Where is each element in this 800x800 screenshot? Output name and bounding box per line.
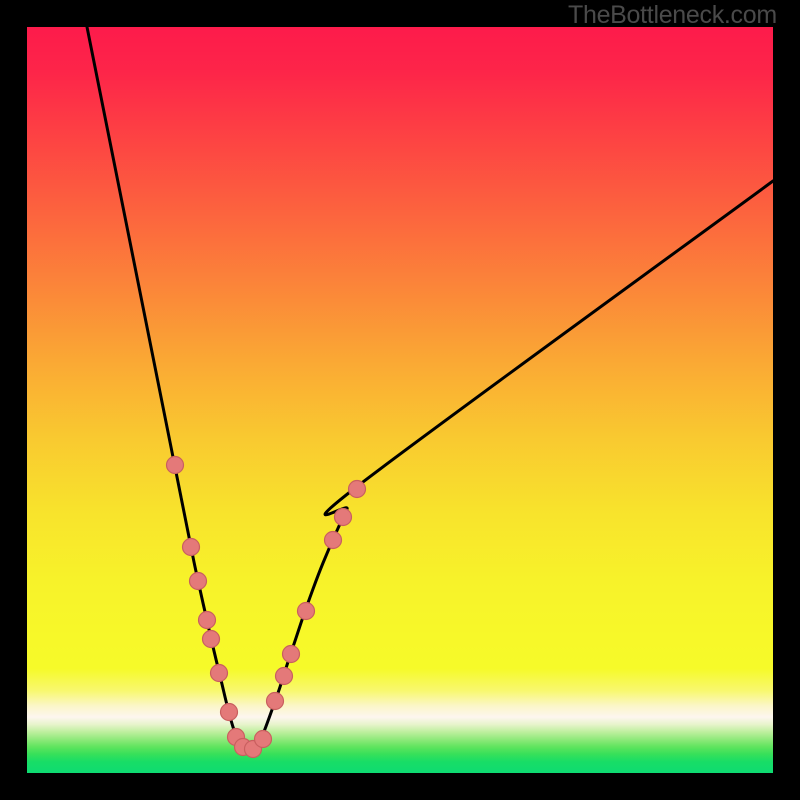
watermark-text: TheBottleneck.com [568,1,777,30]
marker-left [167,457,184,474]
marker-right [349,481,366,498]
chart-frame: TheBottleneck.com [0,0,800,800]
marker-left [203,631,220,648]
marker-right [283,646,300,663]
marker-right [298,603,315,620]
marker-right [276,668,293,685]
marker-left [221,704,238,721]
marker-bottom [255,731,272,748]
marker-left [199,612,216,629]
marker-left [211,665,228,682]
marker-right [325,532,342,549]
marker-left [183,539,200,556]
curve-layer [27,27,773,773]
bottleneck-curve [87,27,773,750]
plot-area [27,27,773,773]
marker-right [335,509,352,526]
marker-right [267,693,284,710]
marker-left [190,573,207,590]
